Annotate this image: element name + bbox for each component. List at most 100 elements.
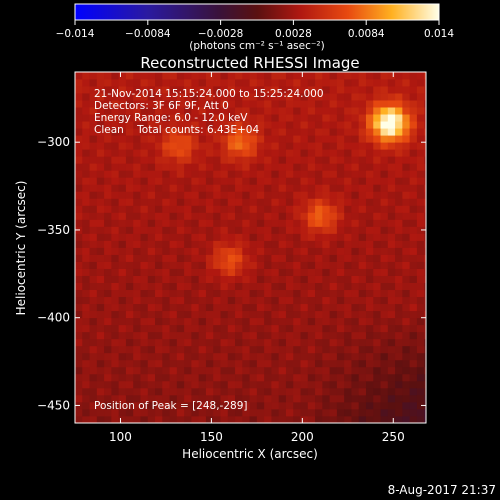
colorbar: −0.014 −0.0084 −0.0028 0.0028 0.0084 0.014 (p…	[56, 3, 454, 52]
heatmap-cell	[373, 100, 381, 108]
heatmap-cell	[169, 408, 178, 417]
heatmap-cell	[191, 303, 200, 312]
heatmap-cell	[125, 170, 134, 178]
heatmap-cell	[191, 261, 200, 269]
heatmap-cell	[373, 93, 381, 101]
heatmap-cell	[82, 352, 90, 361]
heatmap-cell	[351, 373, 360, 382]
heatmap-cell	[140, 142, 149, 150]
heatmap-cell	[249, 72, 258, 80]
heatmap-cell	[315, 359, 323, 368]
heatmap-cell	[242, 275, 250, 283]
heatmap-cell	[213, 86, 221, 94]
heatmap-cell	[424, 247, 426, 255]
heatmap-cell	[256, 93, 265, 101]
heatmap-cell	[111, 177, 120, 185]
heatmap-cell	[278, 121, 287, 129]
heatmap-cell	[380, 121, 389, 129]
heatmap-cell	[147, 226, 156, 234]
heatmap-cell	[285, 331, 294, 340]
heatmap-cell	[402, 107, 411, 115]
heatmap-cell	[395, 310, 403, 319]
heatmap-cell	[285, 338, 294, 347]
heatmap-cell	[293, 135, 301, 143]
heatmap-cell	[264, 289, 272, 298]
heatmap-cell	[256, 156, 265, 164]
heatmap-cell	[82, 394, 90, 403]
heatmap-cell	[82, 366, 90, 375]
heatmap-cell	[307, 205, 316, 213]
heatmap-cell	[176, 177, 185, 185]
heatmap-cell	[256, 205, 265, 213]
heatmap-cell	[402, 219, 411, 227]
heatmap-cell	[416, 163, 425, 171]
heatmap-cell	[293, 170, 301, 178]
heatmap-cell	[380, 296, 389, 305]
heatmap-cell	[176, 247, 185, 255]
heatmap-cell	[271, 401, 280, 410]
heatmap-cell	[387, 184, 396, 192]
heatmap-cell	[409, 373, 418, 382]
heatmap-cell	[184, 212, 192, 220]
heatmap-cell	[118, 317, 127, 326]
heatmap-cell	[395, 352, 403, 361]
heatmap-cell	[205, 184, 214, 192]
heatmap-cell	[184, 149, 192, 157]
heatmap-cell	[351, 380, 360, 389]
axis-ticks: 100 150 200 250−300−350−400−450	[37, 72, 426, 444]
heatmap-cell	[315, 282, 323, 291]
heatmap-cell	[285, 191, 294, 199]
heatmap-cell	[133, 317, 141, 326]
heatmap-cell	[205, 170, 214, 178]
heatmap-cell	[285, 233, 294, 241]
heatmap-cell	[344, 205, 352, 213]
heatmap-cell	[118, 387, 127, 396]
heatmap-cell	[365, 233, 374, 241]
heatmap-cell	[365, 86, 374, 94]
heatmap-cell	[293, 184, 301, 192]
heatmap-cell	[300, 79, 309, 87]
heatmap-cell	[75, 282, 83, 291]
heatmap-cell	[256, 191, 265, 199]
heatmap-cell	[75, 268, 83, 276]
heatmap-cell	[162, 191, 170, 199]
heatmap-cell	[329, 408, 338, 417]
heatmap-cell	[140, 212, 149, 220]
heatmap-cell	[409, 380, 418, 389]
heatmap-cell	[351, 303, 360, 312]
heatmap-cell	[307, 289, 316, 298]
heatmap-cell	[315, 191, 323, 199]
heatmap-cell	[249, 296, 258, 305]
heatmap-cell	[344, 163, 352, 171]
heatmap-cell	[387, 93, 396, 101]
heatmap-cell	[118, 191, 127, 199]
heatmap-cell	[307, 191, 316, 199]
heatmap-cell	[365, 100, 374, 108]
heatmap-cell	[125, 366, 134, 375]
heatmap-cell	[351, 254, 360, 262]
heatmap-cell	[96, 233, 105, 241]
heatmap-cell	[256, 303, 265, 312]
heatmap-cell	[409, 205, 418, 213]
heatmap-cell	[220, 359, 229, 368]
heatmap-cell	[416, 142, 425, 150]
heatmap-cell	[409, 296, 418, 305]
heatmap-cell	[365, 72, 374, 80]
heatmap-cell	[424, 387, 426, 396]
heatmap-cell	[82, 387, 90, 396]
heatmap-cell	[242, 303, 250, 312]
heatmap-cell	[256, 219, 265, 227]
heatmap-cell	[293, 338, 301, 347]
heatmap-cell	[344, 338, 352, 347]
heatmap-cell	[242, 121, 250, 129]
heatmap-cell	[322, 100, 331, 108]
heatmap-cell	[227, 366, 236, 375]
heatmap-cell	[118, 289, 127, 298]
heatmap-cell	[256, 345, 265, 354]
heatmap-cell	[82, 254, 90, 262]
heatmap-cell	[75, 170, 83, 178]
heatmap-cell	[96, 254, 105, 262]
heatmap-cell	[271, 198, 280, 206]
heatmap-cell	[271, 79, 280, 87]
heatmap-cell	[424, 177, 426, 185]
